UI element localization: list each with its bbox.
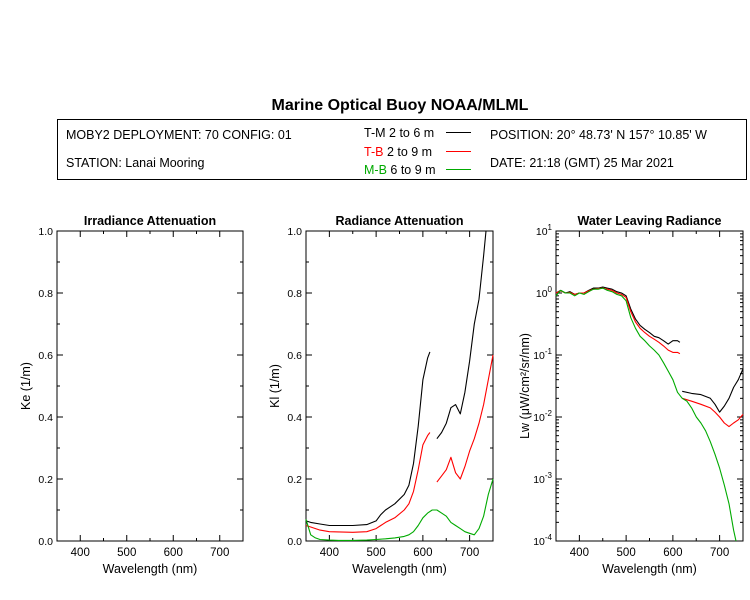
panel3-series-m-b-line	[555, 287, 737, 542]
panel3-xtick-label: 700	[710, 547, 729, 559]
panel3-ytick-label: 101	[536, 223, 553, 238]
legend-line-mb	[446, 169, 471, 170]
panel2-frame	[305, 230, 494, 542]
panel3-xtick-label: 500	[617, 547, 636, 559]
deployment-text: MOBY2 DEPLOYMENT: 70 CONFIG: 01	[66, 128, 292, 142]
legend-name-tb: T-B	[364, 145, 384, 159]
station-text: STATION: Lanai Mooring	[66, 156, 205, 170]
panel2-series-m-b-line	[305, 478, 494, 541]
panel1-xlabel: Wavelength (nm)	[103, 562, 198, 576]
legend-range-tm: 2 to 6 m	[389, 126, 435, 140]
panel1-ytick-label: 0.2	[38, 474, 53, 486]
panel1-ytick-label: 0.4	[38, 412, 53, 424]
panel2-xtick-label: 600	[413, 547, 432, 559]
panel1-xtick-label: 600	[164, 547, 183, 559]
panel3-frame	[555, 230, 744, 542]
panel2-series-t-b-line	[305, 432, 431, 533]
panel3-title: Water Leaving Radiance	[577, 214, 721, 228]
panel3-xtick-label: 400	[570, 547, 589, 559]
panel2-series-t-b-line	[436, 354, 494, 483]
panel2-ytick-label: 0.4	[287, 412, 302, 424]
panel3-ytick-label: 10-2	[533, 409, 552, 424]
panel2-ytick-label: 0.0	[287, 536, 302, 548]
panel3-ylabel: Lw (μW/cm²/sr/nm)	[518, 333, 532, 439]
panel2-series-t-m-line	[305, 351, 431, 527]
panel2-ytick-label: 1.0	[287, 226, 302, 238]
panel1-xtick-label: 400	[71, 547, 90, 559]
legend-name-mb: M-B	[364, 163, 387, 177]
panel2-title: Radiance Attenuation	[335, 214, 463, 228]
panel2-xtick-label: 500	[367, 547, 386, 559]
panel1-ytick-label: 0.8	[38, 288, 53, 300]
panel3-series-t-m-line	[682, 368, 744, 413]
panel2-series-t-m-line	[436, 230, 487, 440]
panel2-ytick-label: 0.2	[287, 474, 302, 486]
panel3-ytick-label: 10-1	[533, 347, 552, 362]
panel1-ytick-label: 1.0	[38, 226, 53, 238]
legend-entry-mb: M-B 6 to 9 m	[364, 163, 436, 177]
panel3-series-t-b-line	[555, 287, 681, 355]
panel2-xtick-label: 400	[320, 547, 339, 559]
chart-main-title: Marine Optical Buoy NOAA/MLML	[271, 97, 529, 114]
legend-line-tb	[446, 151, 471, 152]
panel3-xlabel: Wavelength (nm)	[602, 562, 697, 576]
legend-range-tb: 2 to 9 m	[386, 145, 433, 159]
panel2-xlabel: Wavelength (nm)	[352, 562, 447, 576]
panel1-ytick-label: 0.6	[38, 350, 53, 362]
panel2-ylabel: Kl (1/m)	[268, 364, 282, 408]
panel2-ytick-label: 0.8	[287, 288, 302, 300]
panel2-ytick-label: 0.6	[287, 350, 302, 362]
panel3-xtick-label: 600	[663, 547, 682, 559]
panel1-frame	[56, 230, 244, 542]
panel2-xtick-label: 700	[460, 547, 479, 559]
panel3-series-t-b-line	[682, 397, 744, 428]
panel1-ylabel: Ke (1/m)	[19, 362, 33, 410]
panel1-xtick-label: 700	[210, 547, 229, 559]
info-box: MOBY2 DEPLOYMENT: 70 CONFIG: 01 STATION:…	[57, 119, 747, 180]
panel1-title: Irradiance Attenuation	[84, 214, 216, 228]
panel3-ytick-label: 10-4	[533, 533, 552, 548]
position-text: POSITION: 20° 48.73' N 157° 10.85' W	[490, 128, 707, 142]
panel3-ytick-label: 100	[536, 285, 553, 300]
date-text: DATE: 21:18 (GMT) 25 Mar 2021	[490, 156, 674, 170]
panel1-xtick-label: 500	[117, 547, 136, 559]
legend-line-tm	[446, 132, 471, 133]
legend-entry-tb: T-B 2 to 9 m	[364, 145, 432, 159]
panel1-ytick-label: 0.0	[38, 536, 53, 548]
legend-name-tm: T-M	[364, 126, 386, 140]
legend-range-mb: 6 to 9 m	[390, 163, 436, 177]
panel3-ytick-label: 10-3	[533, 471, 552, 486]
legend-entry-tm: T-M 2 to 6 m	[364, 126, 434, 140]
